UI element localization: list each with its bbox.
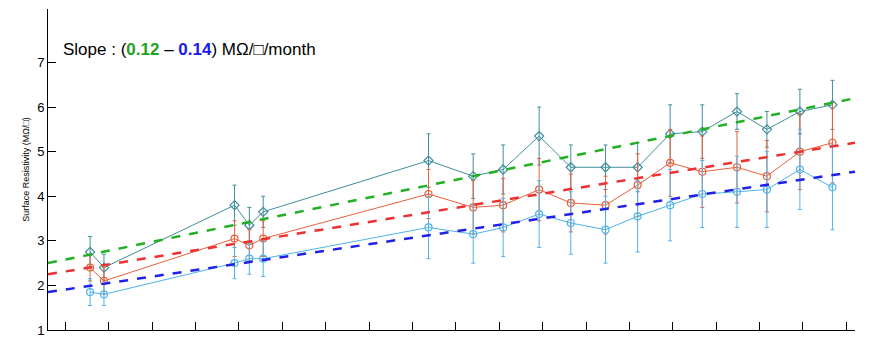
svg-text:4: 4: [37, 189, 44, 204]
svg-text:Surface Resistivity (MΩ/□): Surface Resistivity (MΩ/□): [21, 117, 31, 222]
svg-text:3: 3: [37, 233, 44, 248]
svg-text:Slope : (0.12 – 0.14) MΩ/□/mon: Slope : (0.12 – 0.14) MΩ/□/month: [63, 40, 316, 59]
svg-text:1: 1: [37, 323, 44, 338]
svg-text:2: 2: [37, 278, 44, 293]
svg-text:7: 7: [37, 55, 44, 70]
svg-text:6: 6: [37, 100, 44, 115]
svg-text:5: 5: [37, 144, 44, 159]
